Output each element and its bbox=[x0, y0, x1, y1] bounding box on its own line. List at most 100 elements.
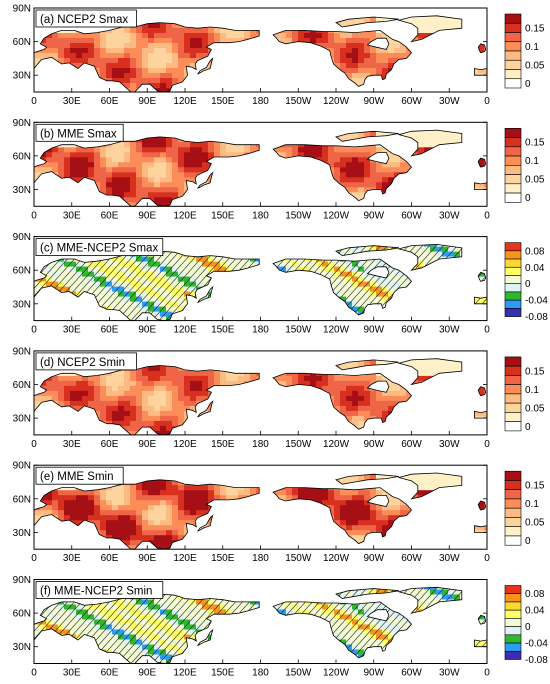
lon-tick-label: 30W bbox=[439, 96, 460, 107]
colorbar-swatch bbox=[504, 618, 522, 627]
colorbar-label: -0.04 bbox=[525, 296, 548, 307]
lon-tick-label: 120E bbox=[173, 439, 197, 450]
lat-tick-label: 60N bbox=[13, 494, 31, 505]
lon-tick-label: 60E bbox=[101, 325, 119, 336]
colorbar-swatch bbox=[504, 517, 522, 528]
lon-tick-label: 150W bbox=[285, 439, 312, 450]
colorbar-label: 0.15 bbox=[525, 23, 545, 34]
colorbar-label: 0.1 bbox=[525, 385, 539, 396]
lon-tick-label: 120W bbox=[323, 553, 350, 564]
coastline bbox=[477, 614, 487, 625]
colorbar-swatch bbox=[504, 283, 522, 293]
colorbar-swatch bbox=[504, 165, 522, 175]
lon-tick-label: 150E bbox=[211, 96, 235, 107]
colorbar-swatch bbox=[504, 137, 522, 148]
lon-tick-label: 60W bbox=[401, 325, 422, 336]
colorbar-swatch bbox=[504, 250, 522, 260]
panel-title-box bbox=[35, 581, 164, 599]
colorbar-label: 0.04 bbox=[525, 263, 545, 274]
colorbar-swatch bbox=[504, 291, 522, 301]
lon-tick-label: 90E bbox=[138, 210, 156, 221]
lon-tick-label: 150E bbox=[211, 553, 235, 564]
colorbar-swatch bbox=[504, 299, 522, 309]
lat-tick-label: 60N bbox=[13, 151, 31, 162]
lat-tick-label: 90N bbox=[13, 575, 31, 586]
colorbar-swatch bbox=[504, 535, 522, 546]
colorbar-swatch bbox=[504, 192, 522, 203]
panel-title: (f) MME-NCEP2 Smin bbox=[40, 586, 152, 598]
colorbar-swatch bbox=[504, 642, 522, 652]
lon-tick-label: 0 bbox=[31, 210, 37, 221]
hudson-bay bbox=[366, 152, 390, 165]
lon-tick-label: 0 bbox=[484, 439, 490, 450]
lon-tick-label: 60E bbox=[101, 668, 119, 679]
lon-tick-label: 30W bbox=[439, 553, 460, 564]
colorbar: 0.15 0.1 0.05 0 bbox=[504, 356, 545, 433]
colorbar: 0.15 0.1 0.05 0 bbox=[504, 13, 545, 90]
lon-tick-label: 30W bbox=[439, 210, 460, 221]
colorbar-swatch bbox=[504, 609, 522, 619]
lon-tick-label: 0 bbox=[484, 325, 490, 336]
colorbar-swatch bbox=[504, 308, 522, 317]
panel-title-box bbox=[35, 238, 164, 257]
lon-tick-label: 120E bbox=[173, 553, 197, 564]
panel-title: (d) NCEP2 Smin bbox=[40, 357, 125, 369]
panel-title-box bbox=[35, 352, 137, 371]
lon-tick-label: 180 bbox=[252, 210, 269, 221]
map-panel: 90N 60N 30N 0 30E 60E 90E 120E 150E 180 150W 120W 90… bbox=[13, 4, 491, 108]
lon-tick-label: 30E bbox=[63, 668, 81, 679]
colorbar-swatch bbox=[504, 155, 522, 166]
lon-tick-label: 180 bbox=[252, 668, 269, 679]
colorbar-label: 0.05 bbox=[525, 403, 545, 414]
lon-tick-label: 150E bbox=[211, 325, 235, 336]
lon-tick-label: 120E bbox=[173, 668, 197, 679]
colorbar-swatch bbox=[504, 22, 522, 33]
colorbar-swatch bbox=[504, 526, 522, 537]
coastline bbox=[272, 258, 413, 316]
colorbar-swatch bbox=[504, 13, 522, 24]
colorbar-swatch bbox=[504, 183, 522, 194]
lon-tick-label: 60E bbox=[101, 96, 119, 107]
lat-tick-label: 60N bbox=[13, 609, 31, 620]
lon-tick-label: 180 bbox=[252, 553, 269, 564]
colorbar: 0.15 0.1 0.05 0 bbox=[504, 128, 545, 204]
colorbar-swatch bbox=[504, 375, 522, 385]
coastline bbox=[197, 285, 214, 304]
lon-tick-label: 60W bbox=[401, 668, 422, 679]
lat-tick-label: 90N bbox=[13, 461, 31, 472]
colorbar-label: 0.1 bbox=[525, 499, 539, 510]
coastline bbox=[272, 372, 413, 430]
lon-tick-label: 180 bbox=[252, 439, 269, 450]
colorbar-label: 0.15 bbox=[525, 481, 545, 492]
coastline bbox=[397, 129, 463, 157]
lon-tick-label: 120W bbox=[323, 210, 350, 221]
coastline bbox=[335, 16, 399, 28]
colorbar-label: 0.15 bbox=[525, 366, 545, 377]
colorbar: 0.08 0.04 0 -0.04 -0.08 bbox=[504, 242, 548, 323]
colorbar-swatch bbox=[504, 480, 522, 491]
lat-tick-label: 90N bbox=[13, 232, 31, 243]
coastline bbox=[397, 15, 463, 43]
lon-tick-label: 180 bbox=[252, 325, 269, 336]
lon-tick-label: 90E bbox=[138, 325, 156, 336]
lat-tick-label: 90N bbox=[13, 346, 31, 357]
lat-tick-label: 30N bbox=[13, 185, 31, 196]
colorbar-label: -0.08 bbox=[525, 312, 548, 323]
lon-tick-label: 0 bbox=[31, 668, 37, 679]
lat-tick-label: 30N bbox=[13, 414, 31, 425]
colorbar-label: 0 bbox=[525, 536, 531, 547]
coastline bbox=[272, 29, 413, 87]
hudson-bay bbox=[366, 380, 390, 393]
colorbar-label: 0.1 bbox=[525, 42, 539, 53]
lon-tick-label: 30E bbox=[63, 210, 81, 221]
coastline bbox=[197, 628, 214, 646]
colorbar-swatch bbox=[504, 650, 522, 660]
colorbar: 0.15 0.1 0.05 0 bbox=[504, 470, 545, 547]
hudson-bay bbox=[366, 609, 390, 622]
lon-tick-label: 180 bbox=[252, 96, 269, 107]
colorbar-swatch bbox=[504, 393, 522, 404]
lon-tick-label: 60E bbox=[101, 553, 119, 564]
lon-tick-label: 0 bbox=[484, 96, 490, 107]
lon-tick-label: 90E bbox=[138, 553, 156, 564]
